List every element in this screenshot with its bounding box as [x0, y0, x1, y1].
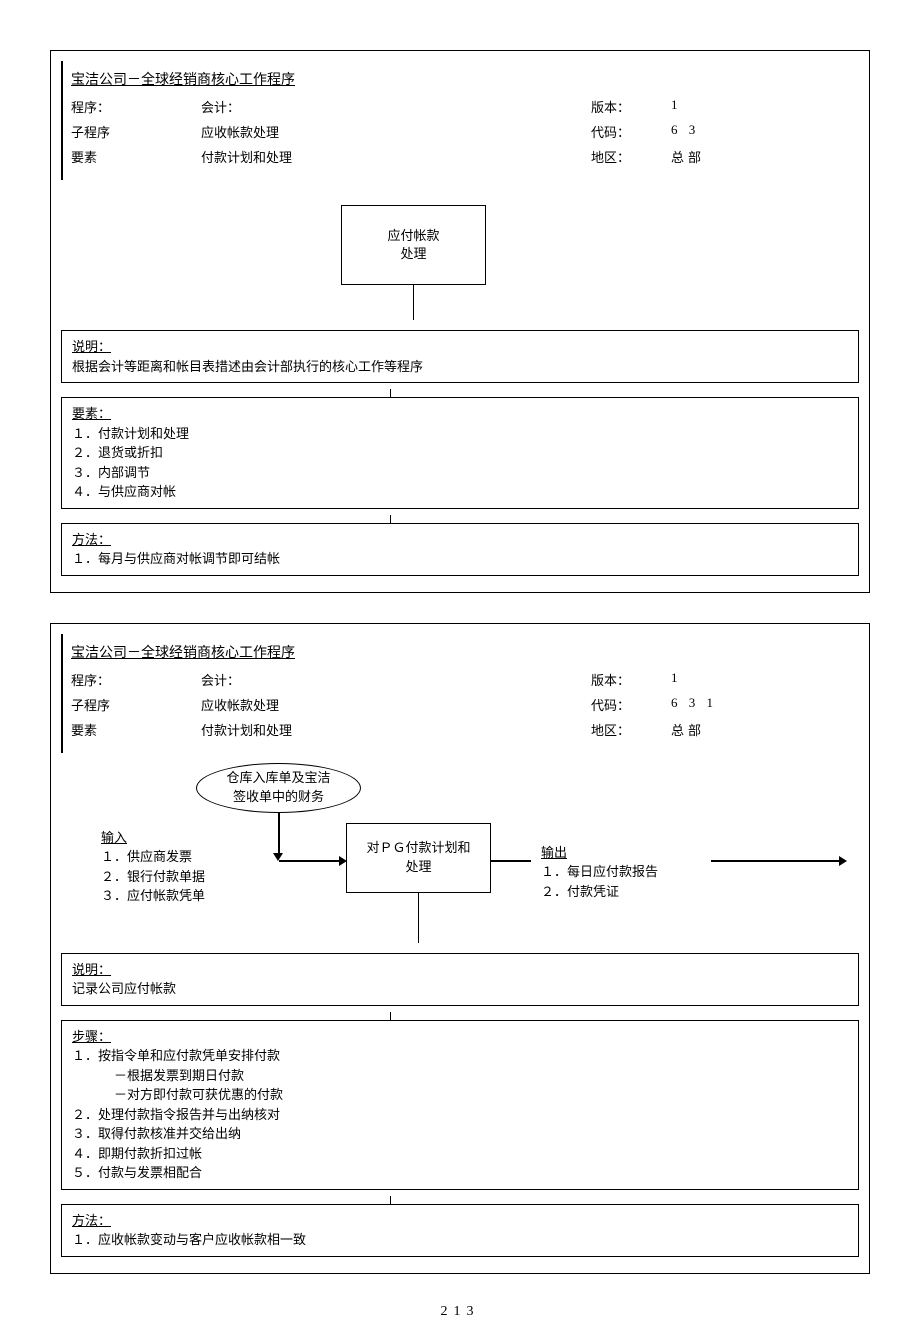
arrow-line	[491, 860, 531, 862]
hdr-r1: 代码：	[591, 695, 671, 714]
node-line: 对ＰＧ付款计划和	[347, 839, 490, 857]
hdr-r2: 总部	[671, 720, 771, 739]
node-line: 处理	[347, 858, 490, 876]
output-item: １．每日应付款报告	[541, 862, 701, 882]
node-ellipse: 仓库入库单及宝洁 签收单中的财务	[196, 763, 361, 813]
hdr-l2: 付款计划和处理	[201, 720, 591, 739]
header-row: 程序： 会计： 版本： 1	[71, 670, 859, 689]
element-item: ４．与供应商对帐	[72, 482, 848, 502]
header-block-2: 宝洁公司－全球经销商核心工作程序 程序： 会计： 版本： 1 子程序 应收帐款处…	[61, 634, 859, 753]
input-item: １．供应商发票	[101, 847, 251, 867]
desc-label: 说明：	[72, 962, 111, 977]
steps-label: 步骤：	[72, 1029, 111, 1044]
step-item: ４．即期付款折扣过帐	[72, 1144, 848, 1164]
arrow-line	[711, 860, 841, 862]
step-item: １．按指令单和应付款凭单安排付款	[72, 1046, 848, 1066]
header-row: 程序： 会计： 版本： 1	[71, 97, 859, 116]
method-panel: 方法： １．应收帐款变动与客户应收帐款相一致	[61, 1204, 859, 1257]
header-row: 要素 付款计划和处理 地区： 总部	[71, 147, 859, 166]
hdr-r1: 地区：	[591, 147, 671, 166]
hdr-r2: 6 3	[671, 122, 771, 141]
step-item: ３．取得付款核准并交给出纳	[72, 1124, 848, 1144]
header-row: 子程序 应收帐款处理 代码： 6 3 1	[71, 695, 859, 714]
diagram-2: 宝洁公司－全球经销商核心工作程序 程序： 会计： 版本： 1 子程序 应收帐款处…	[50, 623, 870, 1274]
hdr-l1: 程序：	[71, 670, 201, 689]
output-box: 输出 １．每日应付款报告 ２．付款凭证	[541, 843, 701, 902]
gap-divider	[61, 1196, 859, 1204]
hdr-l2: 会计：	[201, 670, 591, 689]
node-line: 应付帐款	[342, 227, 485, 245]
hdr-l2: 会计：	[201, 97, 591, 116]
method-panel: 方法： １．每月与供应商对帐调节即可结帐	[61, 523, 859, 576]
hdr-l2: 付款计划和处理	[201, 147, 591, 166]
page-number: 213	[50, 1304, 870, 1320]
ellipse-line: 签收单中的财务	[226, 788, 330, 806]
input-item: ３．应付帐款凭单	[101, 886, 251, 906]
input-item: ２．银行付款单据	[101, 867, 251, 887]
desc-panel: 说明： 根据会计等距离和帐目表措述由会计部执行的核心工作等程序	[61, 330, 859, 383]
hdr-r1: 版本：	[591, 97, 671, 116]
node-ap-process: 应付帐款 处理	[341, 205, 486, 285]
diagram-area-2: 仓库入库单及宝洁 签收单中的财务 输入 １．供应商发票 ２．银行付款单据 ３．应…	[61, 763, 859, 943]
hdr-l1: 子程序	[71, 695, 201, 714]
input-label: 输入	[101, 830, 127, 845]
hdr-l1: 要素	[71, 720, 201, 739]
step-item: ５．付款与发票相配合	[72, 1163, 848, 1183]
hdr-l2: 应收帐款处理	[201, 695, 591, 714]
header-row: 子程序 应收帐款处理 代码： 6 3	[71, 122, 859, 141]
elements-label: 要素：	[72, 406, 111, 421]
desc-label: 说明：	[72, 339, 111, 354]
hdr-r2: 1	[671, 670, 771, 689]
hdr-r2: 1	[671, 97, 771, 116]
steps-panel: 步骤： １．按指令单和应付款凭单安排付款 －根据发票到期日付款 －对方即付款可获…	[61, 1020, 859, 1190]
elements-panel: 要素： １．付款计划和处理 ２．退货或折扣 ３．内部调节 ４．与供应商对帐	[61, 397, 859, 509]
gap-divider	[61, 1012, 859, 1020]
header-title: 宝洁公司－全球经销商核心工作程序	[71, 642, 859, 662]
step-subitem: －对方即付款可获优惠的付款	[72, 1085, 848, 1105]
method-item: １．应收帐款变动与客户应收帐款相一致	[72, 1230, 848, 1250]
input-box: 输入 １．供应商发票 ２．银行付款单据 ３．应付帐款凭单	[101, 828, 251, 906]
desc-text: 记录公司应付帐款	[72, 981, 176, 996]
step-subitem: －根据发票到期日付款	[72, 1066, 848, 1086]
hdr-r2: 6 3 1	[671, 695, 771, 714]
output-item: ２．付款凭证	[541, 882, 701, 902]
desc-panel: 说明： 记录公司应付帐款	[61, 953, 859, 1006]
step-item: ２．处理付款指令报告并与出纳核对	[72, 1105, 848, 1125]
element-item: １．付款计划和处理	[72, 424, 848, 444]
arrow-line	[279, 860, 342, 862]
hdr-r1: 代码：	[591, 122, 671, 141]
hdr-r1: 地区：	[591, 720, 671, 739]
header-title: 宝洁公司－全球经销商核心工作程序	[71, 69, 859, 89]
connector	[418, 893, 419, 943]
hdr-r1: 版本：	[591, 670, 671, 689]
diagram-area-1: 应付帐款 处理	[61, 190, 859, 320]
connector	[413, 285, 414, 320]
hdr-l1: 要素	[71, 147, 201, 166]
header-block-1: 宝洁公司－全球经销商核心工作程序 程序： 会计： 版本： 1 子程序 应收帐款处…	[61, 61, 859, 180]
arrow-head-right-icon	[839, 856, 847, 866]
node-line: 处理	[342, 245, 485, 263]
diagram-1: 宝洁公司－全球经销商核心工作程序 程序： 会计： 版本： 1 子程序 应收帐款处…	[50, 50, 870, 593]
desc-text: 根据会计等距离和帐目表措述由会计部执行的核心工作等程序	[72, 359, 423, 374]
method-item: １．每月与供应商对帐调节即可结帐	[72, 549, 848, 569]
hdr-r2: 总部	[671, 147, 771, 166]
hdr-l2: 应收帐款处理	[201, 122, 591, 141]
element-item: ２．退货或折扣	[72, 443, 848, 463]
method-label: 方法：	[72, 532, 111, 547]
element-item: ３．内部调节	[72, 463, 848, 483]
output-label: 输出	[541, 845, 567, 860]
method-label: 方法：	[72, 1213, 111, 1228]
gap-divider	[61, 515, 859, 523]
node-pg-process: 对ＰＧ付款计划和 处理	[346, 823, 491, 893]
ellipse-line: 仓库入库单及宝洁	[226, 769, 330, 787]
arrow-line	[278, 813, 280, 855]
header-row: 要素 付款计划和处理 地区： 总部	[71, 720, 859, 739]
gap-divider	[61, 389, 859, 397]
hdr-l1: 程序：	[71, 97, 201, 116]
hdr-l1: 子程序	[71, 122, 201, 141]
